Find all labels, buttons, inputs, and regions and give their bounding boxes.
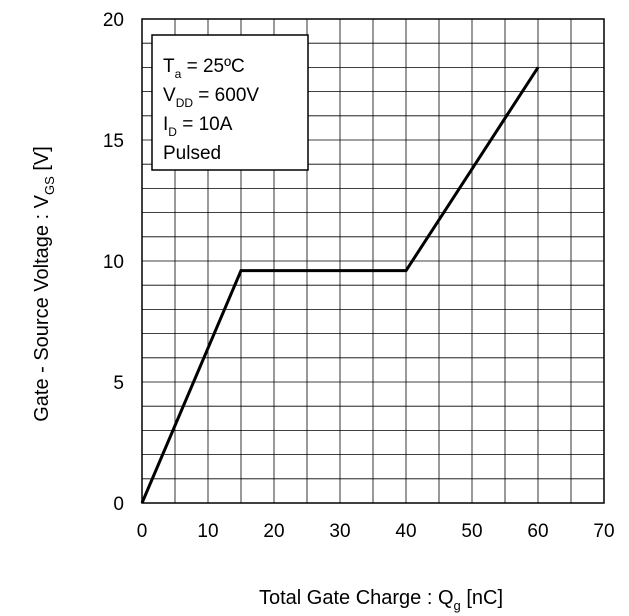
condition-pulsed: Pulsed xyxy=(163,143,221,164)
conditions-box: Ta = 25ºC VDD = 600V ID = 10A Pulsed xyxy=(151,34,309,171)
x-tick-label: 70 xyxy=(593,521,614,542)
x-tick-label: 30 xyxy=(329,521,350,542)
x-tick-label: 40 xyxy=(395,521,416,542)
x-axis-label: Total Gate Charge : Qg [nC] xyxy=(259,587,503,613)
y-tick-label: 0 xyxy=(113,494,124,515)
y-axis-label: Gate - Source Voltage : VGS [V] xyxy=(31,146,57,422)
condition-id: ID = 10A xyxy=(163,114,233,139)
condition-vdd: VDD = 600V xyxy=(163,85,259,110)
conditions-box-frame xyxy=(151,34,309,171)
x-tick-label: 50 xyxy=(461,521,482,542)
y-tick-label: 5 xyxy=(113,373,124,394)
series-line-0 xyxy=(140,66,540,504)
x-tick-label: 20 xyxy=(263,521,284,542)
condition-temperature: Ta = 25ºC xyxy=(163,56,245,81)
x-tick-label: 60 xyxy=(527,521,548,542)
y-tick-labels: 0 5 10 15 20 xyxy=(103,10,124,515)
x-tick-label: 10 xyxy=(197,521,218,542)
y-tick-label: 15 xyxy=(103,131,124,152)
plot-frame xyxy=(141,18,605,504)
y-tick-label: 10 xyxy=(103,252,124,273)
x-tick-label: 0 xyxy=(137,521,148,542)
x-tick-labels: 0 10 20 30 40 50 60 70 xyxy=(137,521,615,542)
y-tick-label: 20 xyxy=(103,10,124,31)
